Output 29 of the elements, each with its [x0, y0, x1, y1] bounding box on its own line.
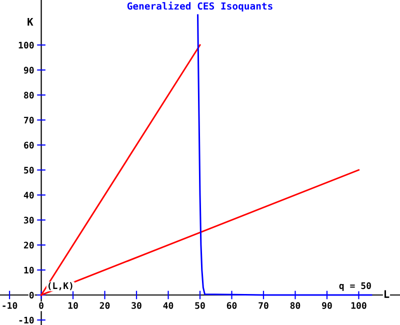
y-tick-label: 30: [24, 216, 34, 224]
y-axis-title: K: [28, 18, 34, 26]
y-tick-label: 80: [24, 92, 34, 99]
x-tick-label: 0: [39, 302, 44, 309]
x-tick-label: 50: [195, 302, 205, 309]
y-tick-label: -10: [19, 316, 34, 324]
chart-title: Generalized CES Isoquants: [127, 2, 272, 12]
x-tick-label: 80: [290, 302, 300, 309]
y-tick-label: 10: [24, 266, 34, 274]
x-tick-label: -10: [2, 302, 18, 309]
x-axis-title: L: [384, 290, 390, 298]
x-tick-label: 20: [100, 302, 110, 309]
x-tick-label: 10: [68, 302, 78, 309]
y-tick-label: 60: [24, 142, 34, 149]
x-tick-label: 30: [132, 302, 142, 309]
x-tick-label: 70: [258, 302, 268, 309]
y-tick-label: 50: [24, 166, 34, 174]
y-tick-label: 20: [24, 242, 34, 249]
x-tick-label: 90: [322, 302, 332, 309]
x-tick-label: 40: [163, 302, 174, 309]
x-tick-label: 60: [226, 302, 237, 309]
y-tick-label: 40: [24, 192, 34, 199]
x-tick-label: 100: [351, 302, 366, 309]
y-tick-label: 90: [24, 66, 34, 74]
y-tick-label: 100: [18, 42, 34, 49]
annotation: (L,K): [48, 282, 72, 290]
y-tick-label: 70: [24, 116, 34, 124]
y-tick-label: 0: [29, 292, 34, 299]
annotation: q = 50: [339, 282, 371, 291]
